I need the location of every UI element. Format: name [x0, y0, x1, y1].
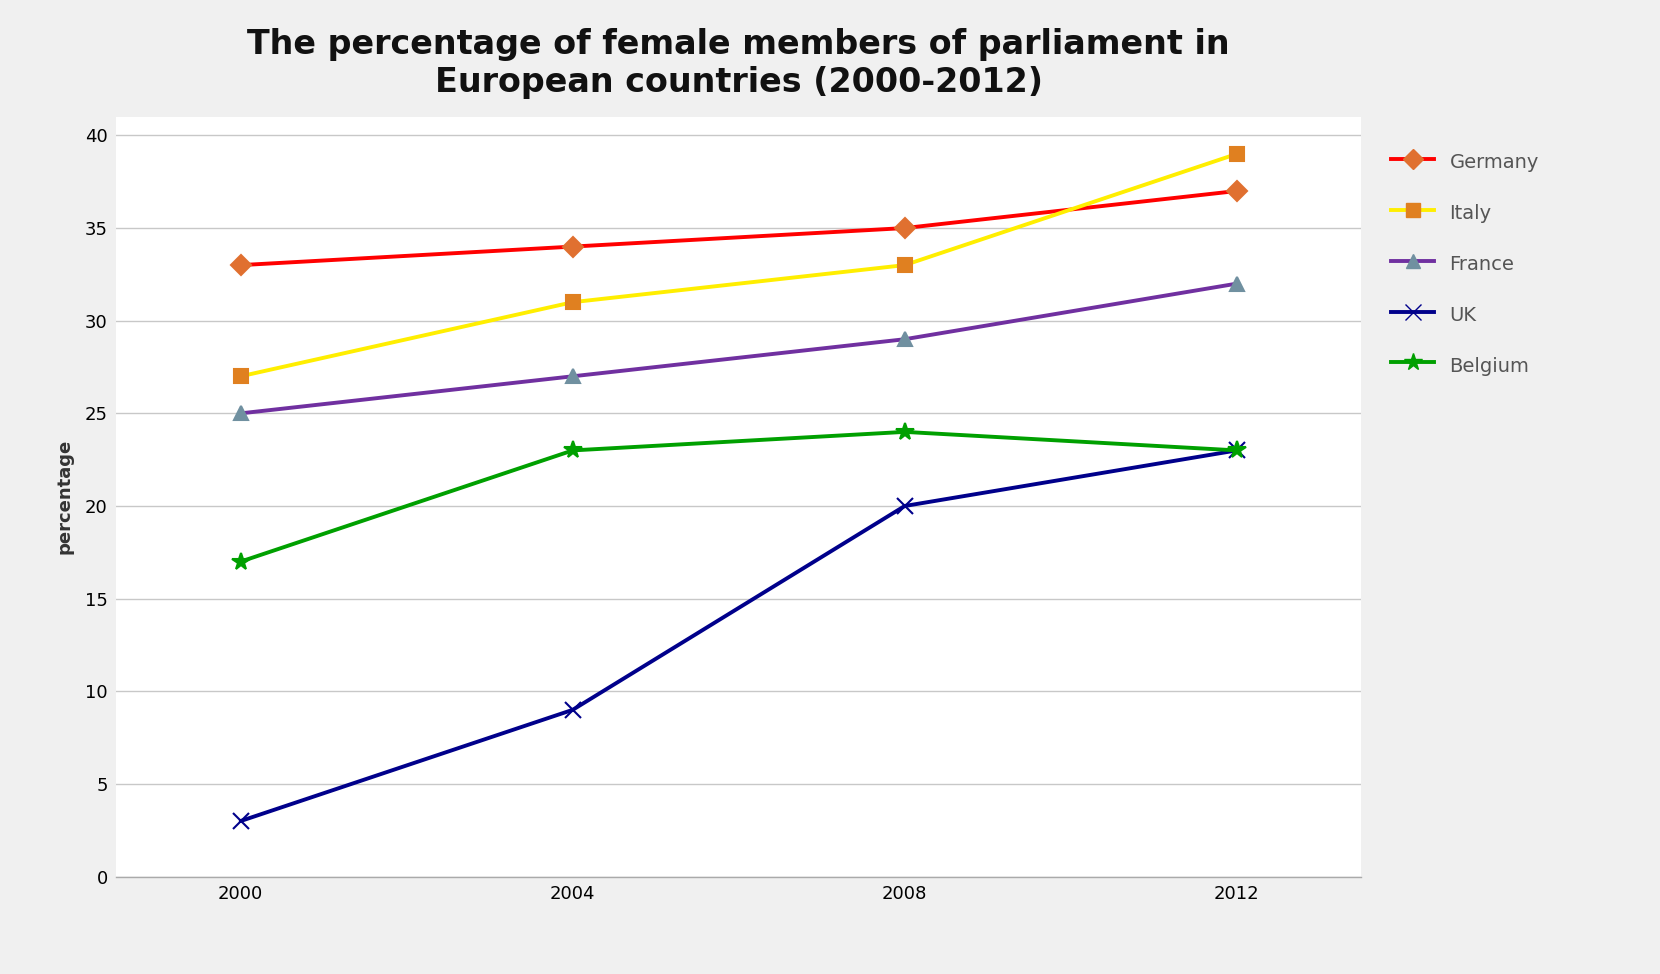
Legend: Germany, Italy, France, UK, Belgium: Germany, Italy, France, UK, Belgium: [1383, 142, 1547, 385]
Germany: [563, 241, 583, 252]
France: [563, 370, 583, 382]
Belgium: [563, 444, 583, 456]
Y-axis label: percentage: percentage: [56, 439, 73, 554]
Germany: [231, 259, 251, 271]
Germany: [1227, 185, 1247, 197]
UK: [895, 501, 915, 512]
Line: Belgium: Belgium: [232, 423, 1245, 571]
France: [1227, 278, 1247, 289]
Line: Italy: Italy: [234, 147, 1243, 383]
Line: Germany: Germany: [234, 184, 1243, 272]
UK: [1227, 444, 1247, 456]
Title: The percentage of female members of parliament in
European countries (2000-2012): The percentage of female members of parl…: [247, 27, 1230, 99]
Belgium: [1227, 444, 1247, 456]
Germany: [895, 222, 915, 234]
Italy: [1227, 148, 1247, 160]
UK: [563, 704, 583, 716]
Italy: [895, 259, 915, 271]
Line: France: France: [234, 277, 1243, 421]
Belgium: [895, 426, 915, 437]
Italy: [231, 370, 251, 382]
Belgium: [231, 556, 251, 568]
France: [895, 333, 915, 345]
Line: UK: UK: [232, 443, 1245, 829]
UK: [231, 815, 251, 827]
France: [231, 407, 251, 419]
Italy: [563, 296, 583, 308]
